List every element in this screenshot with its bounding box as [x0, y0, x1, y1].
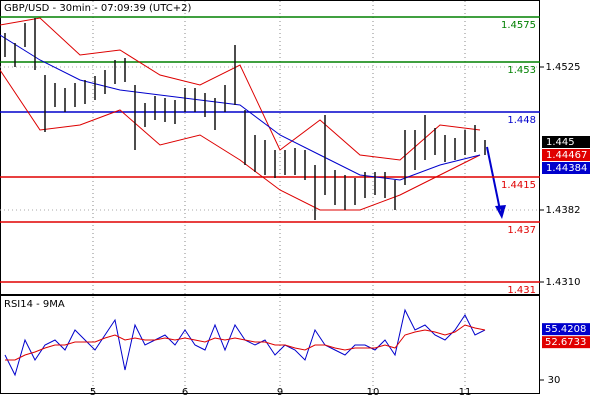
level-label: 1.4575: [501, 20, 536, 31]
price-tag-label: 1.44384: [546, 163, 587, 174]
level-label: 1.448: [507, 115, 536, 126]
price-tag: [542, 162, 590, 174]
value-tag: [542, 323, 590, 336]
level-label: 1.4415: [501, 180, 536, 191]
price-tag: [542, 149, 590, 161]
x-tick-label: 10: [367, 387, 380, 398]
y-tick-label: 1.4525: [546, 62, 581, 73]
bollinger-lower: [0, 69, 481, 211]
value-tag-label: 55.4208: [545, 324, 586, 335]
trend-arrow: [486, 146, 506, 219]
rsi-frame: [0, 295, 540, 394]
rsi-line: [5, 324, 486, 361]
bollinger-upper: [0, 17, 481, 161]
price-tag-label: 1.44467: [546, 150, 587, 161]
y-tick-label: 30: [548, 375, 561, 386]
y-tick-label: 1.4382: [546, 205, 581, 216]
level-label: 1.437: [507, 225, 536, 236]
x-tick-label: 6: [182, 387, 188, 398]
price-tag-label: 1.445: [546, 137, 575, 148]
level-label: 1.431: [507, 285, 536, 296]
moving-average: [0, 34, 481, 181]
rsi-title: RSI14 - 9MA: [4, 299, 65, 310]
value-tag-label: 52.6733: [545, 337, 586, 348]
y-tick-label: 1.4310: [546, 277, 581, 288]
level-label: 1.453: [507, 65, 536, 76]
price-tag: [542, 136, 590, 148]
chart-title: GBP/USD - 30min - 07:09:39 (UTC+2): [4, 3, 191, 14]
x-tick-label: 11: [459, 387, 472, 398]
value-tag: [542, 336, 590, 349]
x-tick-label: 9: [277, 387, 283, 398]
x-tick-label: 5: [90, 387, 96, 398]
price-frame: [0, 0, 540, 295]
